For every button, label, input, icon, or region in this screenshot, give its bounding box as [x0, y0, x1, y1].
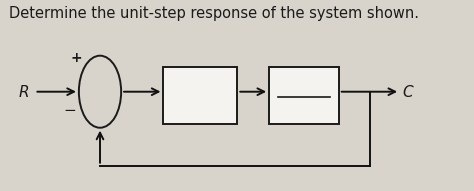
Text: $s + 1$: $s + 1$: [182, 87, 219, 104]
Text: Determine the unit-step response of the system shown.: Determine the unit-step response of the …: [9, 6, 419, 21]
Text: $C$: $C$: [402, 84, 415, 100]
Text: +: +: [71, 51, 82, 65]
Text: $R$: $R$: [18, 84, 29, 100]
Text: −: −: [63, 103, 76, 118]
Bar: [164, 67, 237, 124]
Text: $s^2$: $s^2$: [296, 102, 312, 121]
Text: $10$: $10$: [294, 77, 314, 93]
Bar: [269, 67, 339, 124]
